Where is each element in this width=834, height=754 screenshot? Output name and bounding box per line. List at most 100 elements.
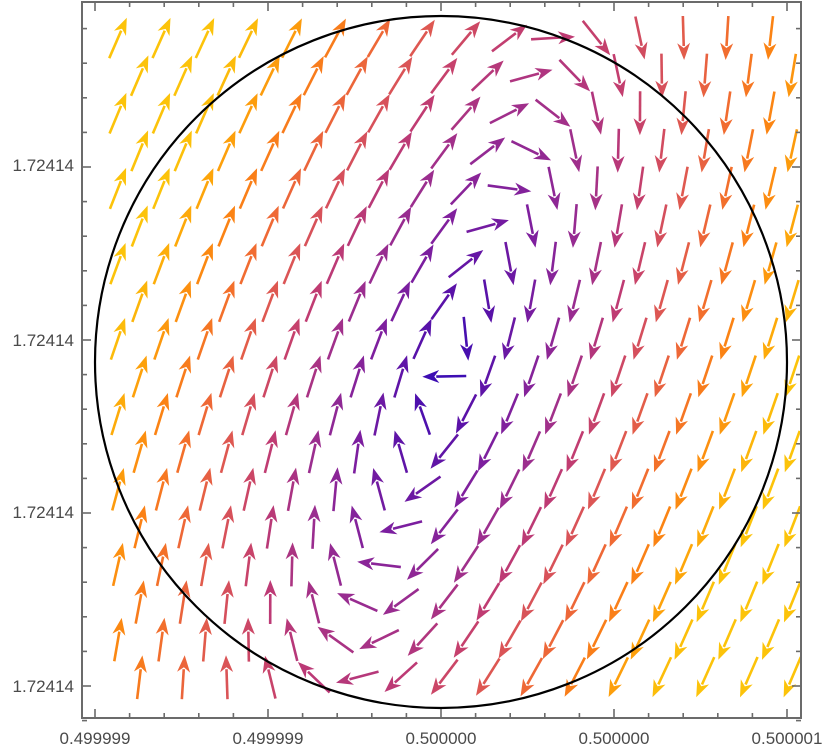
field-arrow	[784, 204, 800, 248]
field-arrow	[112, 617, 126, 662]
field-arrow	[633, 91, 647, 136]
field-arrow	[337, 593, 378, 613]
field-arrow	[367, 168, 390, 209]
field-arrow	[368, 243, 389, 285]
field-arrow	[449, 172, 482, 206]
field-arrow	[194, 18, 215, 59]
field-arrow	[610, 279, 626, 323]
field-arrow	[304, 280, 322, 323]
field-arrow	[762, 468, 780, 510]
field-arrow	[634, 16, 648, 60]
field-arrow	[307, 504, 321, 549]
field-arrow	[534, 98, 571, 127]
field-arrow	[237, 18, 258, 59]
x-tick-label: 0.500001	[752, 729, 823, 748]
field-arrow	[762, 392, 779, 435]
field-arrow	[632, 166, 646, 211]
field-arrow	[469, 137, 506, 166]
field-arrow	[547, 166, 561, 210]
field-arrow	[740, 505, 758, 548]
field-arrow	[198, 617, 212, 662]
field-arrow	[498, 619, 522, 659]
field-arrow	[264, 505, 278, 549]
field-arrow	[783, 656, 803, 698]
field-arrow	[346, 206, 367, 247]
field-arrow	[696, 656, 716, 698]
field-arrow	[719, 91, 733, 135]
field-arrow	[588, 317, 605, 360]
field-arrow	[260, 130, 280, 172]
field-arrow	[173, 130, 192, 172]
field-arrow	[260, 205, 279, 247]
field-arrow	[652, 656, 673, 698]
field-arrow	[131, 280, 148, 323]
field-arrow	[351, 429, 365, 474]
field-arrow	[719, 468, 737, 510]
field-arrow	[740, 656, 759, 698]
field-arrow	[195, 168, 214, 210]
field-arrow	[630, 619, 651, 660]
field-arrow	[609, 506, 629, 547]
field-arrow	[740, 430, 758, 473]
field-arrow	[238, 168, 258, 210]
field-arrow	[590, 91, 604, 135]
field-arrow	[654, 355, 670, 398]
field-arrow	[719, 317, 735, 360]
field-arrow	[410, 244, 434, 284]
field-arrow	[719, 392, 736, 435]
field-arrow	[242, 542, 256, 587]
field-arrow	[763, 166, 777, 210]
field-arrow	[108, 167, 127, 210]
field-arrow	[326, 318, 344, 360]
field-arrow	[379, 520, 423, 535]
field-arrow	[612, 53, 626, 98]
field-arrow	[133, 655, 147, 700]
field-arrow	[525, 204, 539, 248]
field-arrow	[220, 655, 234, 700]
field-arrow	[241, 392, 257, 436]
field-arrow	[369, 318, 387, 360]
field-arrow	[567, 279, 582, 323]
field-arrow	[476, 657, 501, 696]
field-arrow	[390, 281, 410, 322]
field-arrow	[108, 17, 127, 59]
field-arrow	[610, 430, 628, 473]
field-arrow	[631, 543, 650, 585]
field-arrow	[409, 19, 435, 57]
field-arrow	[366, 19, 391, 58]
field-arrow	[133, 505, 148, 549]
field-arrow	[654, 204, 668, 248]
field-arrow	[110, 393, 126, 436]
field-arrow	[263, 580, 277, 625]
field-arrow	[194, 93, 214, 134]
field-arrow	[741, 204, 756, 248]
field-arrow	[674, 618, 694, 660]
field-arrow	[109, 243, 126, 285]
field-arrow	[239, 243, 257, 285]
field-arrow	[349, 505, 365, 549]
field-arrow	[242, 467, 256, 511]
field-arrow	[611, 204, 624, 248]
field-arrow	[530, 31, 575, 45]
field-arrow	[155, 617, 169, 662]
field-arrow	[108, 92, 127, 135]
y-axis-tick-labels: 1.72414 1.72414 1.72414 1.72414	[13, 156, 74, 696]
field-arrow	[349, 355, 365, 398]
field-arrow	[393, 430, 409, 474]
field-arrow	[487, 182, 532, 196]
field-arrow	[520, 581, 543, 622]
field-arrow	[545, 392, 563, 435]
field-arrow	[430, 57, 458, 95]
field-arrow	[240, 318, 257, 360]
field-arrow	[216, 130, 236, 172]
field-arrow	[175, 355, 191, 398]
field-arrow	[453, 620, 480, 658]
field-arrow	[567, 355, 584, 398]
field-arrow	[151, 17, 171, 59]
field-arrow	[632, 241, 647, 285]
field-arrow	[281, 168, 301, 210]
x-axis-tick-labels: 0.499999 0.499999 0.500000 0.500000 0.500001	[60, 729, 823, 748]
field-arrow	[406, 547, 440, 580]
field-arrow	[470, 60, 504, 92]
field-arrow	[632, 317, 648, 360]
